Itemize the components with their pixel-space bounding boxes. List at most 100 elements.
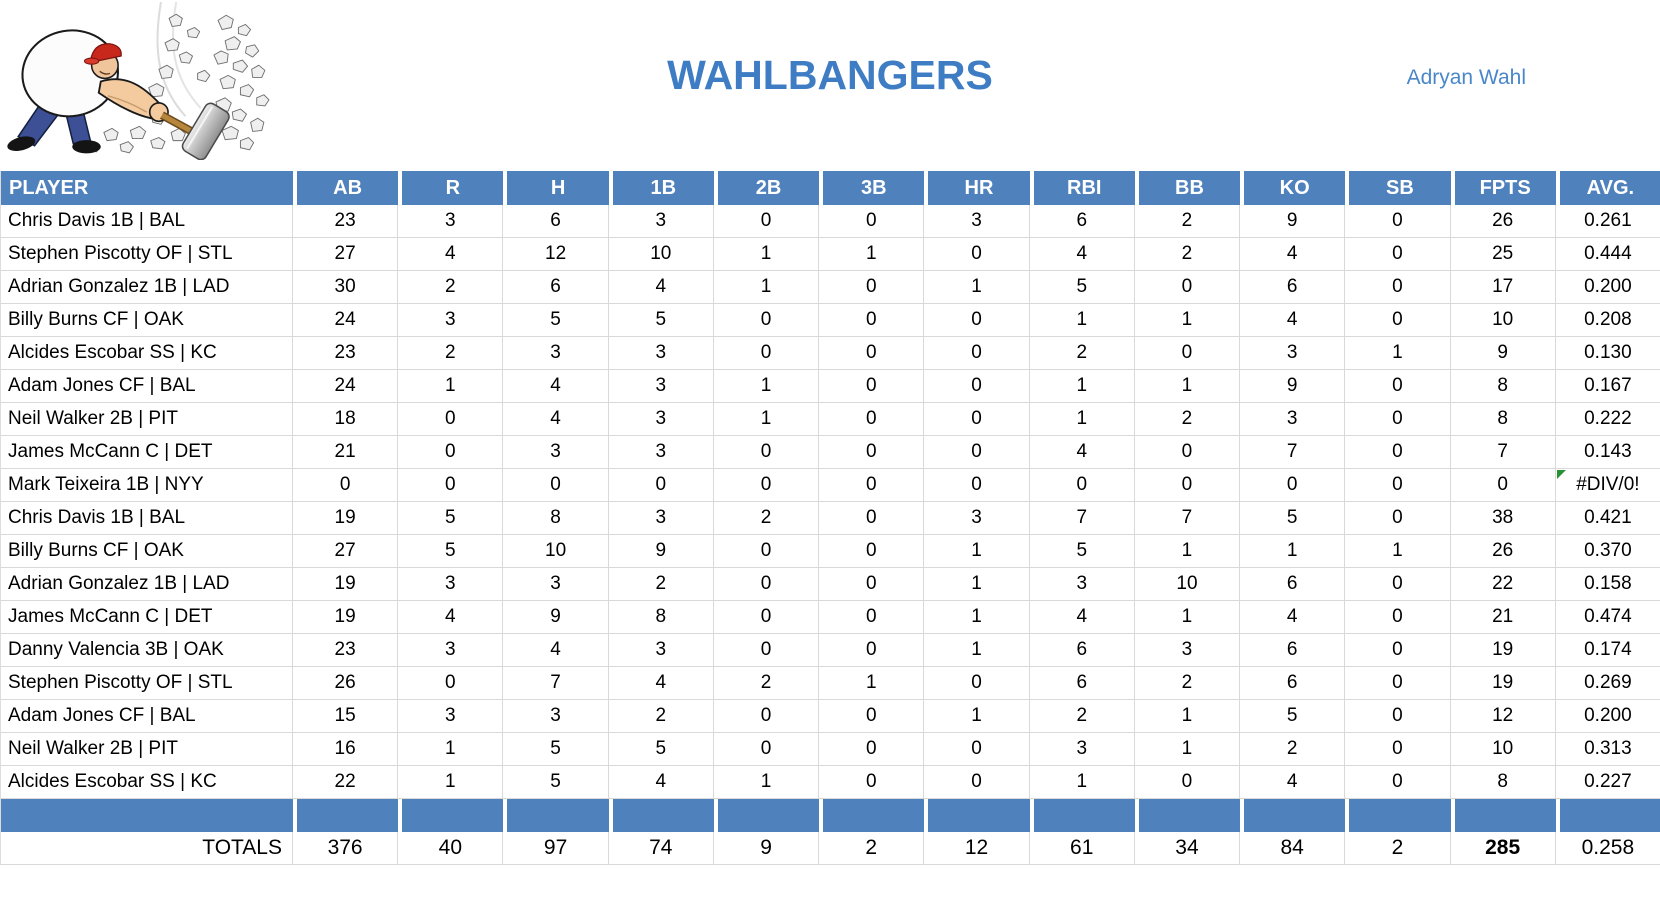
stat-cell-1b[interactable]: 3 xyxy=(608,337,714,370)
column-header-3b[interactable]: 3B xyxy=(819,171,925,205)
stat-cell-h[interactable]: 4 xyxy=(503,403,609,436)
stat-cell-avg[interactable]: 0.222 xyxy=(1555,403,1660,436)
stat-cell-avg[interactable]: 0.474 xyxy=(1555,601,1660,634)
stat-cell-avg[interactable]: 0.200 xyxy=(1555,700,1660,733)
stat-cell-ko[interactable]: 6 xyxy=(1240,667,1346,700)
column-header-r[interactable]: R xyxy=(398,171,504,205)
stat-cell-ab[interactable]: 27 xyxy=(293,238,399,271)
stat-cell-fpts[interactable]: 22 xyxy=(1450,568,1556,601)
stat-cell-3b[interactable]: 0 xyxy=(819,205,925,238)
stat-cell-hr[interactable]: 0 xyxy=(924,238,1030,271)
stat-cell-sb[interactable]: 0 xyxy=(1345,700,1451,733)
total-cell-avg[interactable]: 0.258 xyxy=(1555,832,1660,865)
player-cell[interactable]: Adam Jones CF | BAL xyxy=(1,700,293,733)
stat-cell-3b[interactable]: 0 xyxy=(819,568,925,601)
stat-cell-h[interactable]: 12 xyxy=(503,238,609,271)
stat-cell-2b[interactable]: 2 xyxy=(713,502,820,535)
stat-cell-ab[interactable]: 21 xyxy=(293,436,399,469)
stat-cell-bb[interactable]: 2 xyxy=(1134,238,1241,271)
stat-cell-1b[interactable]: 8 xyxy=(608,601,714,634)
stat-cell-ab[interactable]: 0 xyxy=(293,469,399,502)
stat-cell-hr[interactable]: 3 xyxy=(924,502,1030,535)
stat-cell-r[interactable]: 3 xyxy=(398,634,504,667)
column-header-fpts[interactable]: FPTS xyxy=(1450,171,1556,205)
stat-cell-hr[interactable]: 1 xyxy=(924,700,1030,733)
stat-cell-hr[interactable]: 0 xyxy=(924,667,1030,700)
stat-cell-sb[interactable]: 0 xyxy=(1345,601,1451,634)
stat-cell-bb[interactable]: 1 xyxy=(1134,370,1241,403)
total-cell-h[interactable]: 97 xyxy=(503,832,609,865)
stat-cell-fpts[interactable]: 26 xyxy=(1450,535,1556,568)
stat-cell-r[interactable]: 5 xyxy=(398,502,504,535)
stat-cell-avg[interactable]: 0.313 xyxy=(1555,733,1660,766)
stat-cell-avg[interactable]: 0.143 xyxy=(1555,436,1660,469)
stat-cell-r[interactable]: 4 xyxy=(398,601,504,634)
player-cell[interactable]: Alcides Escobar SS | KC xyxy=(1,766,293,799)
stat-cell-ko[interactable]: 6 xyxy=(1240,568,1346,601)
stat-cell-fpts[interactable]: 38 xyxy=(1450,502,1556,535)
stat-cell-fpts[interactable]: 10 xyxy=(1450,304,1556,337)
stat-cell-hr[interactable]: 0 xyxy=(924,403,1030,436)
stat-cell-fpts[interactable]: 25 xyxy=(1450,238,1556,271)
stat-cell-rbi[interactable]: 1 xyxy=(1029,304,1135,337)
stat-cell-2b[interactable]: 0 xyxy=(713,469,820,502)
stat-cell-rbi[interactable]: 5 xyxy=(1029,271,1135,304)
stat-cell-ab[interactable]: 19 xyxy=(293,568,399,601)
stat-cell-2b[interactable]: 0 xyxy=(713,601,820,634)
stat-cell-1b[interactable]: 3 xyxy=(608,370,714,403)
stat-cell-2b[interactable]: 0 xyxy=(713,535,820,568)
stat-cell-avg[interactable]: 0.444 xyxy=(1555,238,1660,271)
stat-cell-1b[interactable]: 3 xyxy=(608,403,714,436)
column-header-avg[interactable]: AVG. xyxy=(1555,171,1660,205)
total-cell-3b[interactable]: 2 xyxy=(819,832,925,865)
stat-cell-ab[interactable]: 30 xyxy=(293,271,399,304)
stat-cell-sb[interactable]: 0 xyxy=(1345,667,1451,700)
stat-cell-avg[interactable]: 0.130 xyxy=(1555,337,1660,370)
stat-cell-2b[interactable]: 1 xyxy=(713,766,820,799)
stat-cell-sb[interactable]: 0 xyxy=(1345,205,1451,238)
stat-cell-ko[interactable]: 4 xyxy=(1240,766,1346,799)
stat-cell-ko[interactable]: 3 xyxy=(1240,403,1346,436)
stat-cell-ab[interactable]: 18 xyxy=(293,403,399,436)
stat-cell-2b[interactable]: 0 xyxy=(713,733,820,766)
stat-cell-h[interactable]: 10 xyxy=(503,535,609,568)
stat-cell-sb[interactable]: 0 xyxy=(1345,238,1451,271)
stat-cell-bb[interactable]: 1 xyxy=(1134,535,1241,568)
stat-cell-fpts[interactable]: 26 xyxy=(1450,205,1556,238)
stat-cell-bb[interactable]: 2 xyxy=(1134,205,1241,238)
stat-cell-fpts[interactable]: 19 xyxy=(1450,634,1556,667)
stat-cell-1b[interactable]: 10 xyxy=(608,238,714,271)
stat-cell-r[interactable]: 0 xyxy=(398,436,504,469)
stat-cell-hr[interactable]: 0 xyxy=(924,337,1030,370)
stat-cell-3b[interactable]: 1 xyxy=(819,238,925,271)
stat-cell-bb[interactable]: 2 xyxy=(1134,667,1241,700)
stat-cell-r[interactable]: 2 xyxy=(398,337,504,370)
stat-cell-rbi[interactable]: 4 xyxy=(1029,238,1135,271)
stat-cell-2b[interactable]: 0 xyxy=(713,568,820,601)
stat-cell-3b[interactable]: 0 xyxy=(819,601,925,634)
player-cell[interactable]: Chris Davis 1B | BAL xyxy=(1,205,293,238)
stat-cell-r[interactable]: 3 xyxy=(398,700,504,733)
stat-cell-ab[interactable]: 24 xyxy=(293,370,399,403)
stat-cell-h[interactable]: 4 xyxy=(503,370,609,403)
stat-cell-avg[interactable]: 0.261 xyxy=(1555,205,1660,238)
stat-cell-r[interactable]: 0 xyxy=(398,469,504,502)
stat-cell-2b[interactable]: 1 xyxy=(713,271,820,304)
column-header-h[interactable]: H xyxy=(503,171,609,205)
stat-cell-sb[interactable]: 0 xyxy=(1345,436,1451,469)
stat-cell-hr[interactable]: 3 xyxy=(924,205,1030,238)
stat-cell-1b[interactable]: 3 xyxy=(608,436,714,469)
stat-cell-h[interactable]: 5 xyxy=(503,766,609,799)
stat-cell-h[interactable]: 6 xyxy=(503,271,609,304)
stat-cell-ko[interactable]: 1 xyxy=(1240,535,1346,568)
stat-cell-fpts[interactable]: 21 xyxy=(1450,601,1556,634)
total-cell-bb[interactable]: 34 xyxy=(1134,832,1241,865)
stat-cell-avg[interactable]: 0.200 xyxy=(1555,271,1660,304)
stat-cell-1b[interactable]: 0 xyxy=(608,469,714,502)
total-cell-hr[interactable]: 12 xyxy=(924,832,1030,865)
stat-cell-ab[interactable]: 27 xyxy=(293,535,399,568)
stat-cell-fpts[interactable]: 9 xyxy=(1450,337,1556,370)
column-header-2b[interactable]: 2B xyxy=(713,171,820,205)
stat-cell-3b[interactable]: 0 xyxy=(819,733,925,766)
stat-cell-rbi[interactable]: 3 xyxy=(1029,568,1135,601)
